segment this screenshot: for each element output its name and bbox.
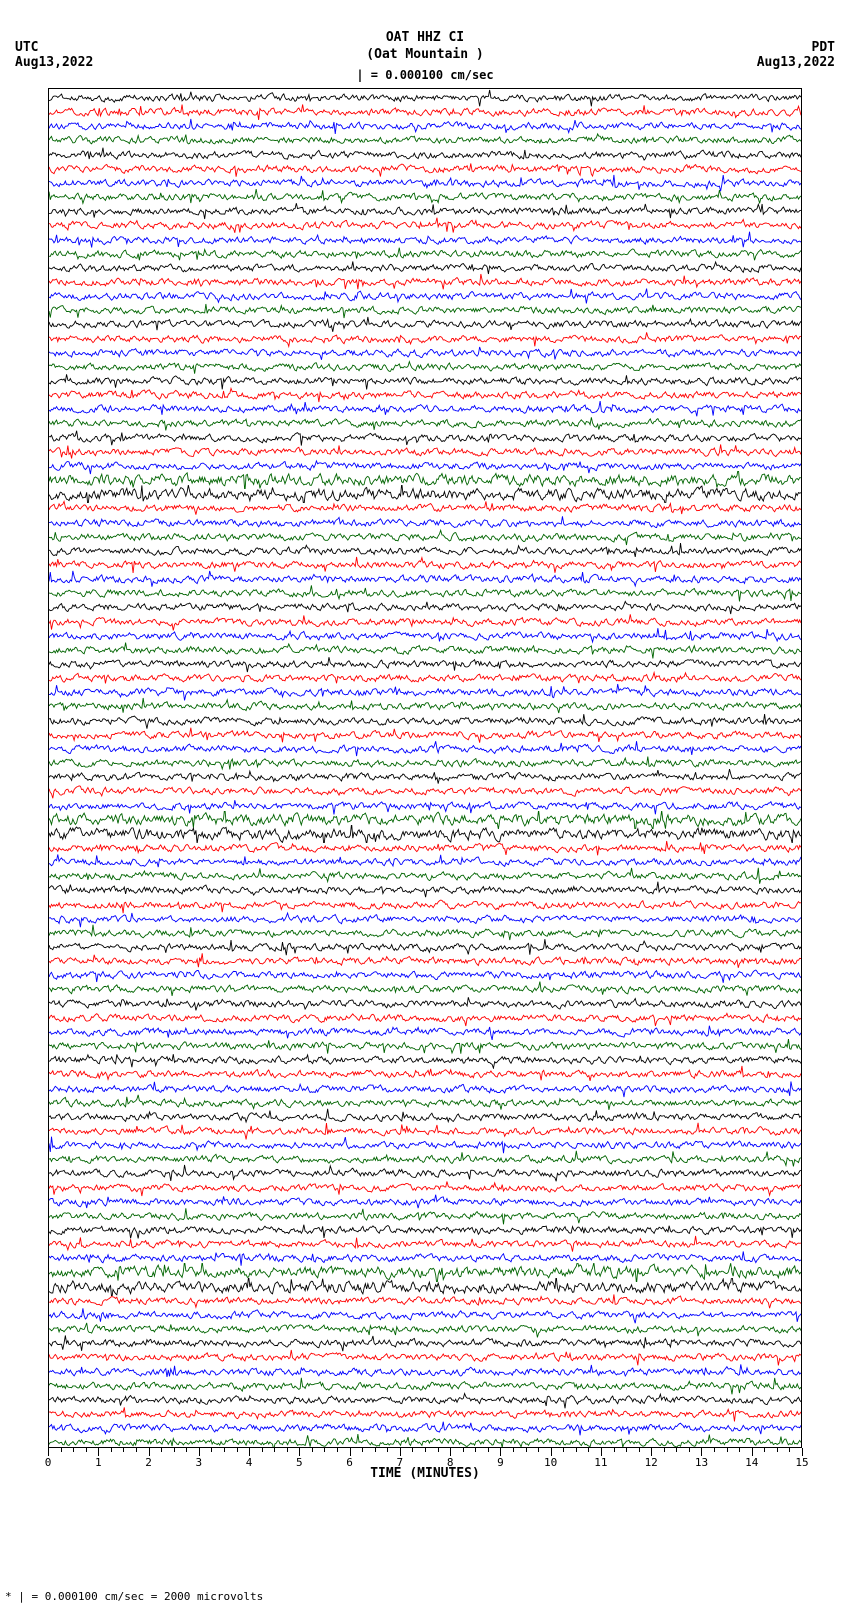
x-tick-minor bbox=[538, 1448, 539, 1452]
x-tick-minor bbox=[438, 1448, 439, 1452]
x-tick-major bbox=[299, 1448, 300, 1456]
x-tick-minor bbox=[237, 1448, 238, 1452]
trace-row bbox=[49, 1433, 801, 1448]
pdt-label: PDT bbox=[757, 40, 835, 55]
x-tick-minor bbox=[362, 1448, 363, 1452]
scale-note: | = 0.000100 cm/sec bbox=[0, 68, 850, 84]
x-tick-minor bbox=[161, 1448, 162, 1452]
x-axis: TIME (MINUTES) 0123456789101112131415 bbox=[48, 1448, 802, 1478]
x-tick-minor bbox=[676, 1448, 677, 1452]
x-tick-minor bbox=[425, 1448, 426, 1452]
x-tick-label: 14 bbox=[745, 1456, 758, 1469]
x-tick-minor bbox=[526, 1448, 527, 1452]
header-center: OAT HHZ CI (Oat Mountain ) | = 0.000100 … bbox=[0, 30, 850, 83]
header-right: PDT Aug13,2022 bbox=[757, 40, 835, 70]
x-tick-label: 2 bbox=[145, 1456, 152, 1469]
x-tick-minor bbox=[576, 1448, 577, 1452]
pdt-date: Aug13,2022 bbox=[757, 55, 835, 70]
x-tick-minor bbox=[174, 1448, 175, 1452]
x-tick-minor bbox=[739, 1448, 740, 1452]
x-tick-major bbox=[551, 1448, 552, 1456]
x-tick-minor bbox=[224, 1448, 225, 1452]
x-tick-minor bbox=[111, 1448, 112, 1452]
x-tick-major bbox=[500, 1448, 501, 1456]
x-tick-label: 6 bbox=[346, 1456, 353, 1469]
x-tick-major bbox=[701, 1448, 702, 1456]
utc-date: Aug13,2022 bbox=[15, 55, 93, 70]
x-tick-minor bbox=[727, 1448, 728, 1452]
x-tick-minor bbox=[789, 1448, 790, 1452]
x-tick-minor bbox=[513, 1448, 514, 1452]
x-tick-major bbox=[48, 1448, 49, 1456]
x-tick-minor bbox=[689, 1448, 690, 1452]
x-tick-label: 5 bbox=[296, 1456, 303, 1469]
x-tick-major bbox=[149, 1448, 150, 1456]
x-tick-major bbox=[752, 1448, 753, 1456]
header-left: UTC Aug13,2022 bbox=[15, 40, 93, 70]
x-tick-major bbox=[651, 1448, 652, 1456]
x-tick-minor bbox=[764, 1448, 765, 1452]
x-tick-minor bbox=[626, 1448, 627, 1452]
x-tick-major bbox=[601, 1448, 602, 1456]
x-tick-major bbox=[802, 1448, 803, 1456]
footer-note: * | = 0.000100 cm/sec = 2000 microvolts bbox=[5, 1590, 263, 1603]
x-tick-minor bbox=[777, 1448, 778, 1452]
x-tick-minor bbox=[664, 1448, 665, 1452]
x-tick-minor bbox=[412, 1448, 413, 1452]
x-tick-minor bbox=[475, 1448, 476, 1452]
x-tick-major bbox=[98, 1448, 99, 1456]
x-tick-minor bbox=[337, 1448, 338, 1452]
x-tick-label: 10 bbox=[544, 1456, 557, 1469]
x-tick-minor bbox=[312, 1448, 313, 1452]
x-tick-minor bbox=[563, 1448, 564, 1452]
x-tick-label: 11 bbox=[594, 1456, 607, 1469]
x-tick-major bbox=[249, 1448, 250, 1456]
x-tick-minor bbox=[186, 1448, 187, 1452]
x-tick-minor bbox=[463, 1448, 464, 1452]
x-tick-minor bbox=[61, 1448, 62, 1452]
header: UTC Aug13,2022 OAT HHZ CI (Oat Mountain … bbox=[0, 30, 850, 83]
x-tick-minor bbox=[73, 1448, 74, 1452]
x-tick-minor bbox=[375, 1448, 376, 1452]
x-tick-label: 15 bbox=[795, 1456, 808, 1469]
x-tick-minor bbox=[123, 1448, 124, 1452]
station-name: (Oat Mountain ) bbox=[0, 47, 850, 64]
x-tick-minor bbox=[262, 1448, 263, 1452]
x-tick-label: 8 bbox=[447, 1456, 454, 1469]
x-tick-minor bbox=[639, 1448, 640, 1452]
x-tick-minor bbox=[86, 1448, 87, 1452]
x-tick-minor bbox=[714, 1448, 715, 1452]
x-tick-minor bbox=[488, 1448, 489, 1452]
x-tick-minor bbox=[136, 1448, 137, 1452]
x-tick-minor bbox=[614, 1448, 615, 1452]
x-tick-major bbox=[350, 1448, 351, 1456]
x-tick-minor bbox=[287, 1448, 288, 1452]
x-tick-label: 9 bbox=[497, 1456, 504, 1469]
x-tick-label: 1 bbox=[95, 1456, 102, 1469]
x-tick-label: 12 bbox=[645, 1456, 658, 1469]
utc-label: UTC bbox=[15, 40, 93, 55]
x-tick-minor bbox=[211, 1448, 212, 1452]
x-axis-label: TIME (MINUTES) bbox=[48, 1466, 802, 1481]
x-tick-label: 3 bbox=[195, 1456, 202, 1469]
x-tick-major bbox=[400, 1448, 401, 1456]
plot-area: 07:0000:1508:0001:1509:0002:1510:0003:15… bbox=[48, 88, 802, 1448]
x-tick-minor bbox=[387, 1448, 388, 1452]
x-tick-label: 13 bbox=[695, 1456, 708, 1469]
x-tick-label: 0 bbox=[45, 1456, 52, 1469]
x-tick-minor bbox=[588, 1448, 589, 1452]
x-tick-label: 7 bbox=[397, 1456, 404, 1469]
x-tick-major bbox=[450, 1448, 451, 1456]
station-title: OAT HHZ CI bbox=[0, 30, 850, 47]
x-tick-label: 4 bbox=[246, 1456, 253, 1469]
x-tick-minor bbox=[324, 1448, 325, 1452]
seismogram-container: UTC Aug13,2022 OAT HHZ CI (Oat Mountain … bbox=[0, 0, 850, 1613]
x-tick-major bbox=[199, 1448, 200, 1456]
x-tick-minor bbox=[274, 1448, 275, 1452]
